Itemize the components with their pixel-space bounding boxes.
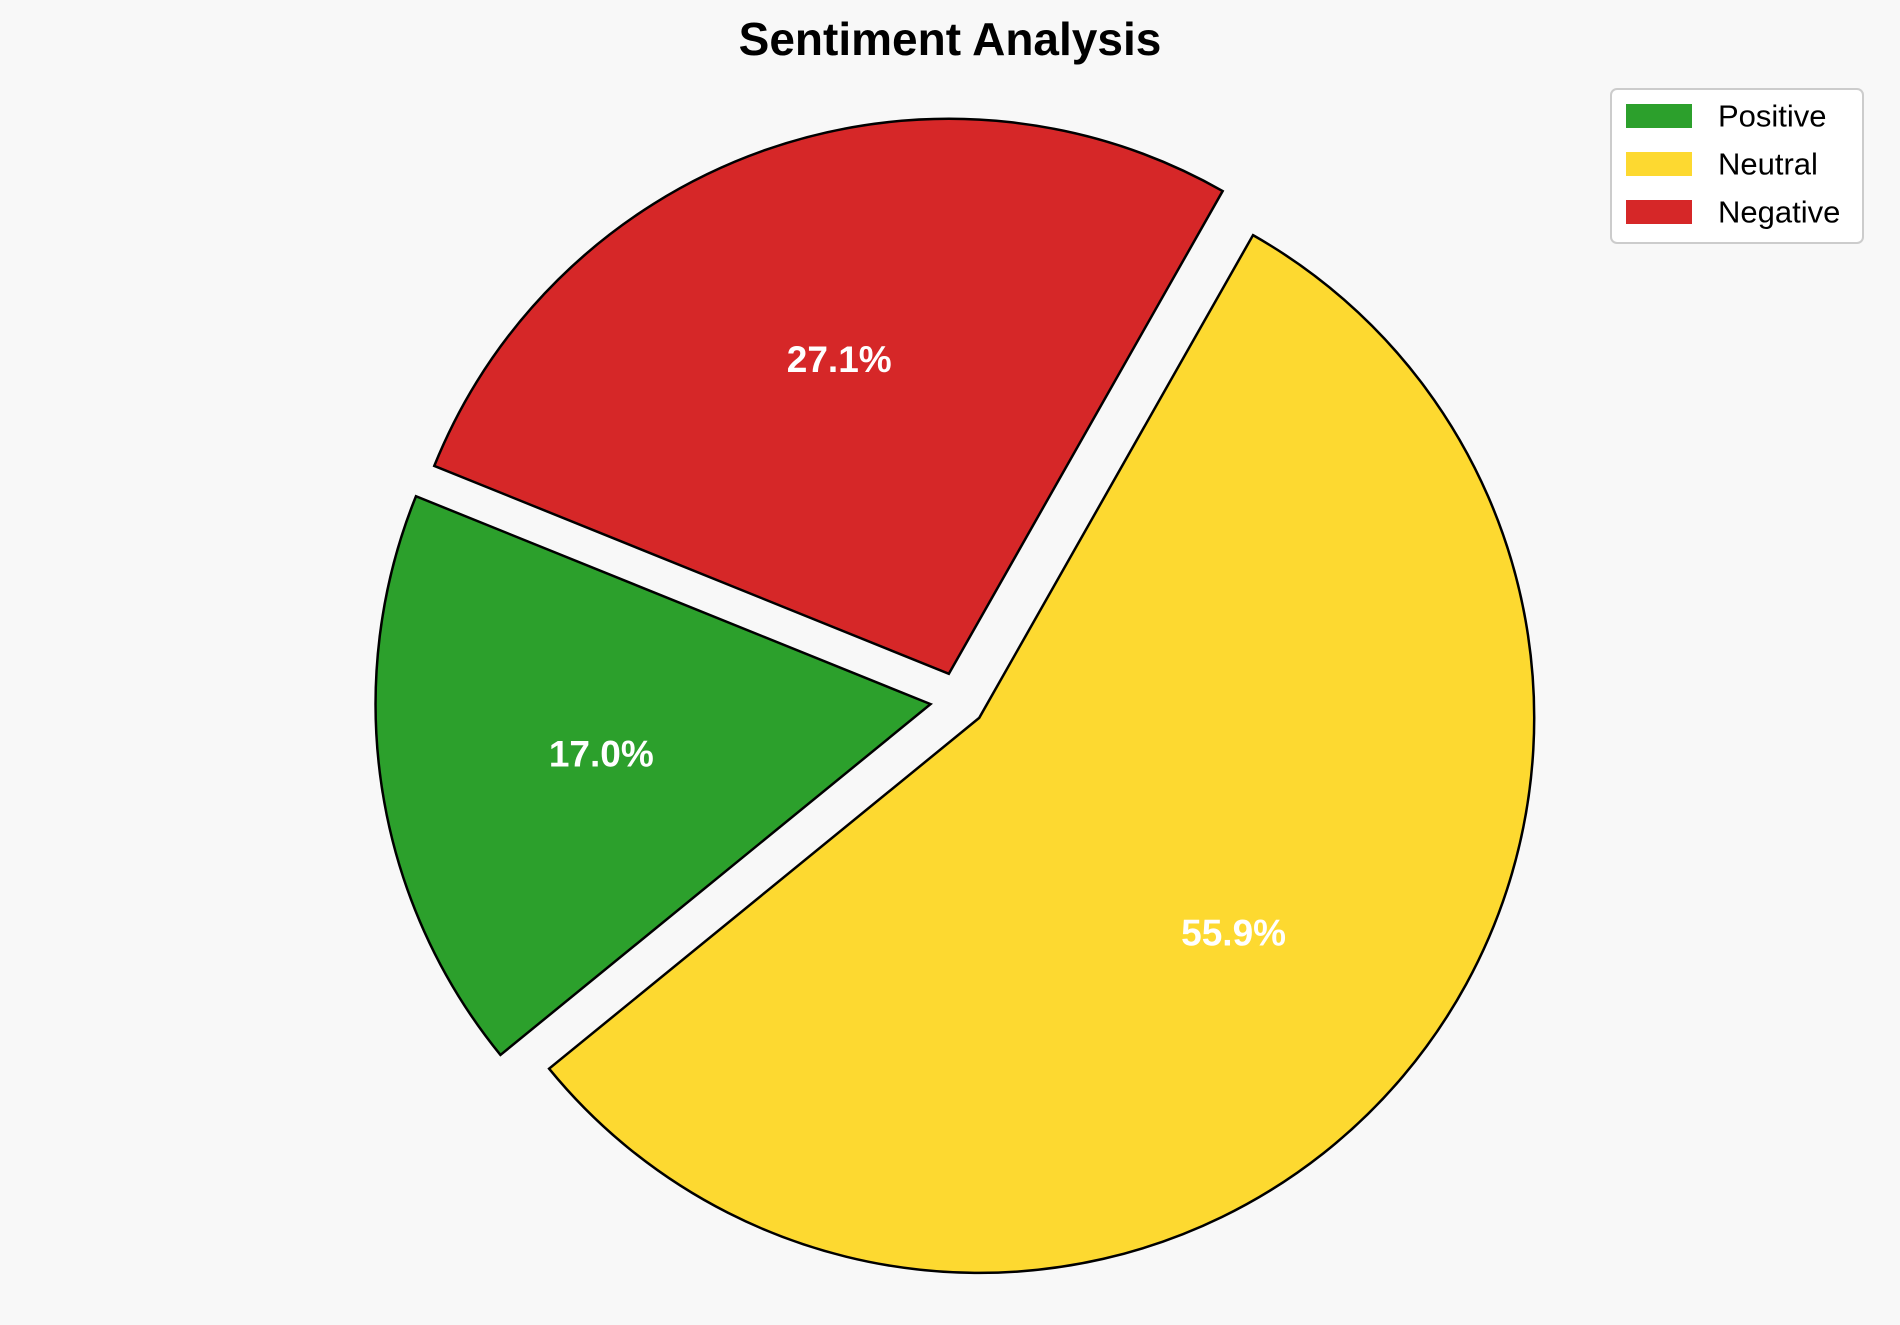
pie-slices bbox=[374, 117, 1536, 1275]
legend-swatch-negative bbox=[1626, 200, 1692, 224]
legend-swatch-positive bbox=[1626, 104, 1692, 128]
legend-label-negative: Negative bbox=[1718, 195, 1840, 230]
slice-label-negative: 27.1% bbox=[787, 339, 892, 380]
legend: Positive Neutral Negative bbox=[1610, 88, 1864, 244]
pie-slice-neutral bbox=[547, 233, 1536, 1275]
slice-label-positive: 17.0% bbox=[549, 733, 654, 774]
pie-slice-labels: 17.0% 55.9% 27.1% bbox=[549, 339, 1286, 953]
slice-label-neutral: 55.9% bbox=[1181, 912, 1286, 953]
chart-title: Sentiment Analysis bbox=[739, 13, 1162, 65]
pie-slice-negative bbox=[432, 117, 1225, 676]
legend-label-neutral: Neutral bbox=[1718, 147, 1818, 182]
pie-slice-positive bbox=[374, 494, 933, 1057]
legend-swatch-neutral bbox=[1626, 152, 1692, 176]
legend-label-positive: Positive bbox=[1718, 99, 1827, 134]
